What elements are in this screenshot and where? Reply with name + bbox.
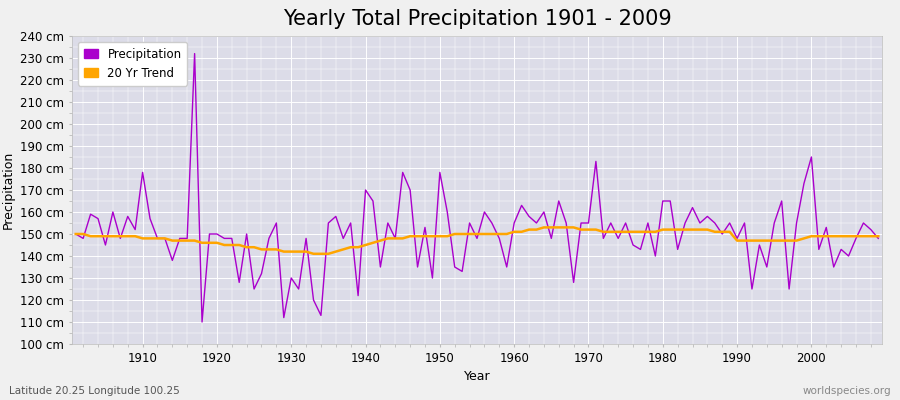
20 Yr Trend (308, 252, 319, 256)
Precipitation (196, 320, 207, 324)
X-axis label: Year: Year (464, 370, 490, 383)
Title: Yearly Total Precipitation 1901 - 2009: Yearly Total Precipitation 1901 - 2009 (283, 9, 671, 29)
20 Yr Trend (293, 249, 304, 254)
Text: Latitude 20.25 Longitude 100.25: Latitude 20.25 Longitude 100.25 (9, 386, 180, 396)
Line: 20 Yr Trend: 20 Yr Trend (76, 227, 878, 254)
Precipitation (613, 236, 624, 241)
Line: Precipitation: Precipitation (76, 54, 878, 322)
20 Yr Trend (130, 234, 140, 238)
Precipitation (873, 236, 884, 241)
Precipitation (70, 232, 81, 236)
Precipitation (524, 214, 535, 219)
20 Yr Trend (70, 232, 81, 236)
20 Yr Trend (517, 230, 527, 234)
Legend: Precipitation, 20 Yr Trend: Precipitation, 20 Yr Trend (78, 42, 187, 86)
20 Yr Trend (873, 234, 884, 238)
Precipitation (517, 203, 527, 208)
Precipitation (130, 227, 140, 232)
Y-axis label: Precipitation: Precipitation (2, 151, 14, 229)
20 Yr Trend (508, 230, 519, 234)
Precipitation (308, 298, 319, 302)
20 Yr Trend (538, 225, 549, 230)
20 Yr Trend (346, 245, 356, 250)
Text: worldspecies.org: worldspecies.org (803, 386, 891, 396)
Precipitation (353, 293, 364, 298)
20 Yr Trend (613, 230, 624, 234)
Precipitation (189, 51, 200, 56)
